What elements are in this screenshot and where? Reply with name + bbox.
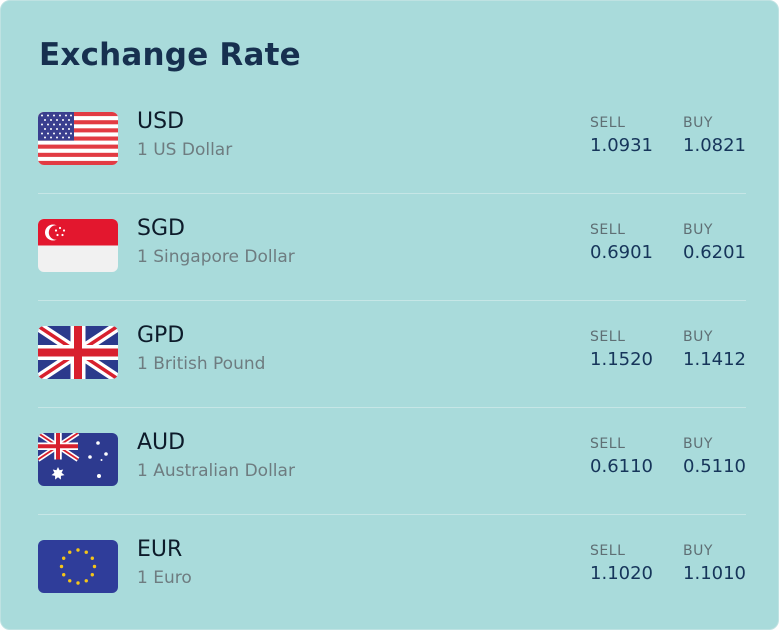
buy-label: BUY <box>683 436 713 452</box>
sell-column: SELL 1.0931 <box>590 115 653 156</box>
sell-label: SELL <box>590 115 626 131</box>
rate-values: SELL 0.6110 BUY 0.5110 <box>590 436 746 477</box>
sell-column: SELL 1.1520 <box>590 329 653 370</box>
sell-value: 0.6901 <box>590 242 654 263</box>
uk-flag-icon <box>38 326 118 379</box>
currency-code: USD <box>137 109 185 134</box>
currency-description: 1 Singapore Dollar <box>137 247 295 267</box>
sell-value: 1.0931 <box>590 135 654 156</box>
rate-values: SELL 1.1020 BUY 1.1010 <box>590 543 746 584</box>
sell-column: SELL 0.6110 <box>590 436 653 477</box>
buy-label: BUY <box>683 115 713 131</box>
eu-flag-icon <box>38 540 118 593</box>
buy-label: BUY <box>683 329 713 345</box>
sell-label: SELL <box>590 222 626 238</box>
currency-description: 1 Australian Dollar <box>137 461 295 481</box>
sell-column: SELL 1.1020 <box>590 543 653 584</box>
rate-list: USD 1 US Dollar SELL 1.0931 BUY 1.0821 <box>38 87 746 621</box>
rate-values: SELL 1.0931 BUY 1.0821 <box>590 115 746 156</box>
currency-code: SGD <box>137 216 185 241</box>
rate-row-gpd: GPD 1 British Pound SELL 1.1520 BUY 1.14… <box>38 301 746 408</box>
rate-row-usd: USD 1 US Dollar SELL 1.0931 BUY 1.0821 <box>38 87 746 194</box>
page-title: Exchange Rate <box>39 37 301 73</box>
rate-row-sgd: SGD 1 Singapore Dollar SELL 0.6901 BUY 0… <box>38 194 746 301</box>
currency-description: 1 Euro <box>137 568 192 588</box>
buy-column: BUY 1.1010 <box>683 543 746 584</box>
buy-label: BUY <box>683 543 713 559</box>
sell-value: 1.1020 <box>590 563 654 584</box>
rate-values: SELL 1.1520 BUY 1.1412 <box>590 329 746 370</box>
rate-row-aud: AUD 1 Australian Dollar SELL 0.6110 BUY … <box>38 408 746 515</box>
currency-description: 1 US Dollar <box>137 140 233 160</box>
buy-value: 1.1010 <box>683 563 746 584</box>
buy-column: BUY 0.5110 <box>683 436 746 477</box>
au-flag-icon <box>38 433 118 486</box>
buy-column: BUY 1.0821 <box>683 115 746 156</box>
rate-row-eur: EUR 1 Euro SELL 1.1020 BUY 1.1010 <box>38 515 746 621</box>
buy-column: BUY 1.1412 <box>683 329 746 370</box>
currency-code: GPD <box>137 323 185 348</box>
currency-code: AUD <box>137 430 186 455</box>
us-flag-icon <box>38 112 118 165</box>
buy-value: 0.6201 <box>683 242 746 263</box>
currency-code: EUR <box>137 537 183 562</box>
buy-column: BUY 0.6201 <box>683 222 746 263</box>
buy-value: 1.1412 <box>683 349 746 370</box>
currency-description: 1 British Pound <box>137 354 266 374</box>
sg-flag-icon <box>38 219 118 272</box>
sell-label: SELL <box>590 329 626 345</box>
sell-value: 1.1520 <box>590 349 654 370</box>
sell-label: SELL <box>590 543 626 559</box>
buy-value: 1.0821 <box>683 135 746 156</box>
sell-value: 0.6110 <box>590 456 654 477</box>
buy-label: BUY <box>683 222 713 238</box>
sell-label: SELL <box>590 436 626 452</box>
rate-values: SELL 0.6901 BUY 0.6201 <box>590 222 746 263</box>
sell-column: SELL 0.6901 <box>590 222 653 263</box>
buy-value: 0.5110 <box>683 456 746 477</box>
